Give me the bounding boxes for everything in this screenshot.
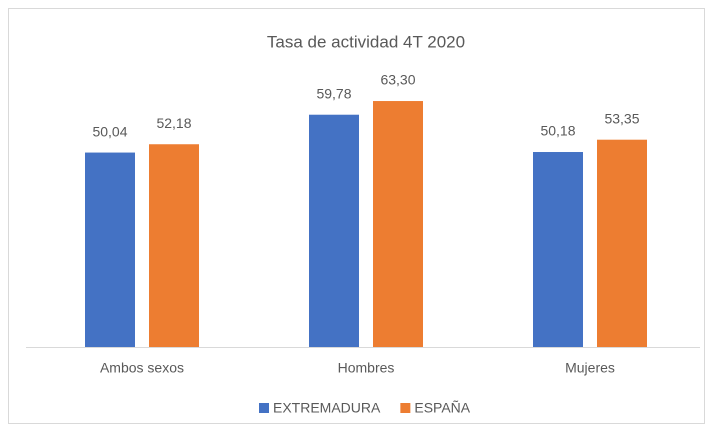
value-label: 50,18	[540, 123, 575, 139]
bar	[149, 144, 199, 347]
value-label: 59,78	[316, 85, 351, 101]
value-label: 52,18	[156, 115, 191, 131]
x-tick-label: Hombres	[338, 360, 395, 376]
bar	[597, 139, 647, 347]
x-tick-label: Mujeres	[565, 360, 615, 376]
legend-swatch	[400, 403, 411, 413]
legend-label: ESPAÑA	[414, 400, 470, 416]
bar	[85, 152, 135, 347]
bar	[533, 152, 583, 347]
x-tick-label: Ambos sexos	[100, 360, 184, 376]
value-label: 63,30	[380, 72, 415, 88]
legend-label: EXTREMADURA	[273, 400, 381, 416]
value-label: 50,04	[92, 123, 127, 139]
legend-swatch	[259, 403, 269, 413]
chart-title: Tasa de actividad 4T 2020	[267, 32, 465, 51]
bar	[373, 101, 423, 347]
bar	[309, 114, 359, 347]
value-label: 53,35	[604, 110, 639, 126]
